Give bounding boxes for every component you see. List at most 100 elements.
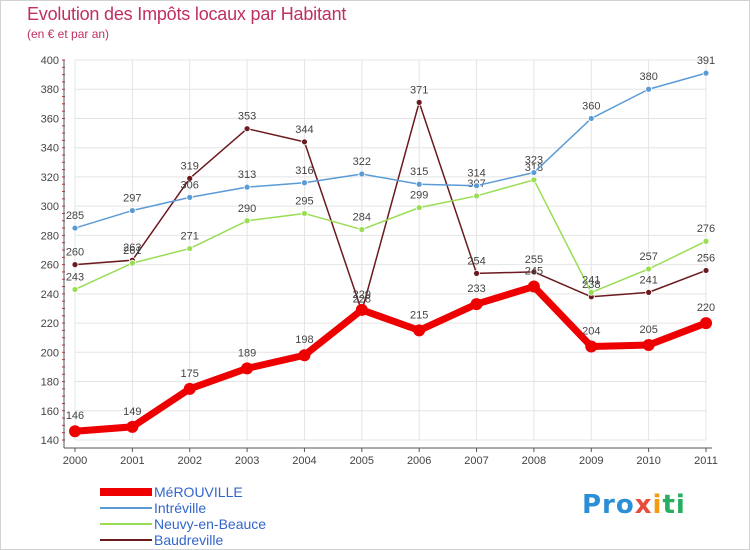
data-label-neuvy-en-beauce: 271 bbox=[181, 231, 199, 243]
y-tick-label: 380 bbox=[41, 84, 59, 96]
x-tick-label: 2001 bbox=[120, 455, 144, 467]
data-label-neuvy-en-beauce: 290 bbox=[238, 203, 256, 215]
data-point-m-rouville bbox=[470, 298, 483, 311]
x-tick-label: 2003 bbox=[235, 455, 259, 467]
x-tick-label: 2002 bbox=[177, 455, 201, 467]
data-point-baudreville bbox=[301, 138, 308, 146]
chart-subtitle: (en € et par an) bbox=[27, 27, 110, 41]
data-label-baudreville: 256 bbox=[697, 252, 715, 264]
data-point-neuvy-en-beauce bbox=[530, 176, 538, 184]
data-label-intr-ville: 285 bbox=[66, 210, 84, 222]
series-line-m-rouville bbox=[71, 283, 710, 435]
x-tick-label: 2008 bbox=[522, 455, 546, 467]
legend-item-intreville: Intréville bbox=[100, 500, 350, 516]
data-point-intr-ville bbox=[243, 183, 251, 191]
legend-swatch-baudreville bbox=[100, 539, 152, 541]
data-point-intr-ville bbox=[301, 179, 308, 187]
data-point-intr-ville bbox=[473, 182, 480, 190]
data-point-baudreville bbox=[530, 268, 538, 276]
data-point-intr-ville bbox=[128, 207, 136, 214]
data-label-baudreville: 241 bbox=[639, 274, 657, 286]
data-point-m-rouville bbox=[298, 349, 311, 362]
data-point-intr-ville bbox=[530, 169, 538, 176]
data-point-baudreville bbox=[415, 98, 423, 106]
y-tick-label: 260 bbox=[41, 260, 59, 272]
y-tick-label: 340 bbox=[41, 143, 59, 155]
data-point-m-rouville bbox=[413, 324, 426, 337]
data-label-intr-ville: 306 bbox=[181, 179, 199, 191]
data-point-baudreville bbox=[702, 267, 710, 274]
data-label-baudreville: 263 bbox=[123, 242, 141, 254]
x-tick-label: 2000 bbox=[63, 455, 87, 467]
data-point-baudreville bbox=[645, 288, 653, 296]
data-point-m-rouville bbox=[642, 339, 655, 351]
data-point-intr-ville bbox=[415, 180, 423, 188]
data-point-neuvy-en-beauce bbox=[243, 217, 251, 225]
data-label-neuvy-en-beauce: 241 bbox=[582, 274, 600, 286]
y-tick-label: 400 bbox=[41, 55, 59, 67]
data-label-baudreville: 353 bbox=[238, 111, 256, 123]
data-point-m-rouville bbox=[527, 280, 540, 293]
data-label-baudreville: 344 bbox=[295, 124, 313, 136]
data-label-intr-ville: 297 bbox=[123, 193, 141, 205]
y-tick-label: 220 bbox=[41, 318, 59, 330]
legend-label-neuvy: Neuvy-en-Beauce bbox=[154, 516, 267, 532]
y-tick-label: 360 bbox=[41, 113, 59, 125]
data-label-intr-ville: 322 bbox=[353, 156, 371, 168]
data-point-baudreville bbox=[473, 269, 480, 277]
data-point-neuvy-en-beauce bbox=[128, 259, 136, 267]
data-label-intr-ville: 360 bbox=[582, 100, 600, 112]
data-label-neuvy-en-beauce: 295 bbox=[295, 195, 313, 207]
data-point-m-rouville bbox=[183, 382, 196, 395]
y-tick-label: 280 bbox=[41, 230, 59, 242]
data-label-m-rouville: 215 bbox=[410, 309, 428, 321]
data-label-baudreville: 255 bbox=[525, 254, 543, 266]
legend-item-neuvy: Neuvy-en-Beauce bbox=[100, 516, 350, 532]
y-tick-label: 160 bbox=[41, 406, 59, 418]
data-label-neuvy-en-beauce: 276 bbox=[697, 223, 715, 235]
series-line-baudreville bbox=[74, 101, 707, 313]
data-label-neuvy-en-beauce: 299 bbox=[410, 190, 428, 202]
data-label-m-rouville: 149 bbox=[123, 406, 141, 418]
data-label-intr-ville: 313 bbox=[238, 169, 256, 181]
data-point-m-rouville bbox=[700, 317, 712, 330]
x-tick-label: 2009 bbox=[579, 455, 603, 467]
y-tick-label: 240 bbox=[41, 289, 59, 301]
x-tick-label: 2007 bbox=[464, 455, 488, 467]
legend-swatch-neuvy bbox=[100, 523, 152, 525]
x-tick-label: 2011 bbox=[694, 455, 718, 467]
legend-swatch-intreville bbox=[100, 507, 152, 509]
data-label-neuvy-en-beauce: 261 bbox=[123, 245, 141, 257]
y-tick-label: 320 bbox=[41, 172, 59, 184]
data-label-m-rouville: 189 bbox=[238, 347, 256, 359]
y-tick-label: 140 bbox=[41, 435, 59, 447]
data-point-neuvy-en-beauce bbox=[71, 286, 79, 293]
data-label-intr-ville: 316 bbox=[295, 165, 313, 177]
data-label-baudreville: 260 bbox=[66, 247, 84, 259]
legend-label-baudreville: Baudreville bbox=[154, 532, 224, 548]
data-label-intr-ville: 391 bbox=[697, 55, 715, 67]
data-label-m-rouville: 233 bbox=[467, 283, 485, 295]
data-label-m-rouville: 229 bbox=[353, 289, 371, 301]
data-point-m-rouville bbox=[241, 362, 254, 375]
data-label-intr-ville: 323 bbox=[525, 155, 543, 167]
data-label-neuvy-en-beauce: 257 bbox=[639, 251, 657, 263]
x-tick-label: 2005 bbox=[350, 455, 374, 467]
chart-title: Evolution des Impôts locaux par Habitant bbox=[27, 4, 347, 24]
data-point-intr-ville bbox=[645, 85, 653, 93]
data-label-neuvy-en-beauce: 318 bbox=[525, 162, 543, 174]
data-label-baudreville: 371 bbox=[410, 84, 428, 96]
data-point-neuvy-en-beauce bbox=[186, 245, 194, 252]
proxiti-logo: Proxiti bbox=[582, 490, 686, 520]
series-line-neuvy-en-beauce bbox=[74, 179, 707, 294]
legend-label-merouville: MéROUVILLE bbox=[154, 484, 243, 500]
data-label-m-rouville: 204 bbox=[582, 325, 600, 337]
data-label-baudreville: 228 bbox=[353, 293, 371, 305]
data-point-baudreville bbox=[186, 174, 194, 182]
x-tick-label: 2010 bbox=[636, 455, 660, 467]
legend-swatch-merouville bbox=[100, 488, 152, 496]
data-label-m-rouville: 245 bbox=[525, 266, 543, 278]
data-label-baudreville: 319 bbox=[181, 160, 199, 172]
data-point-neuvy-en-beauce bbox=[473, 192, 480, 200]
